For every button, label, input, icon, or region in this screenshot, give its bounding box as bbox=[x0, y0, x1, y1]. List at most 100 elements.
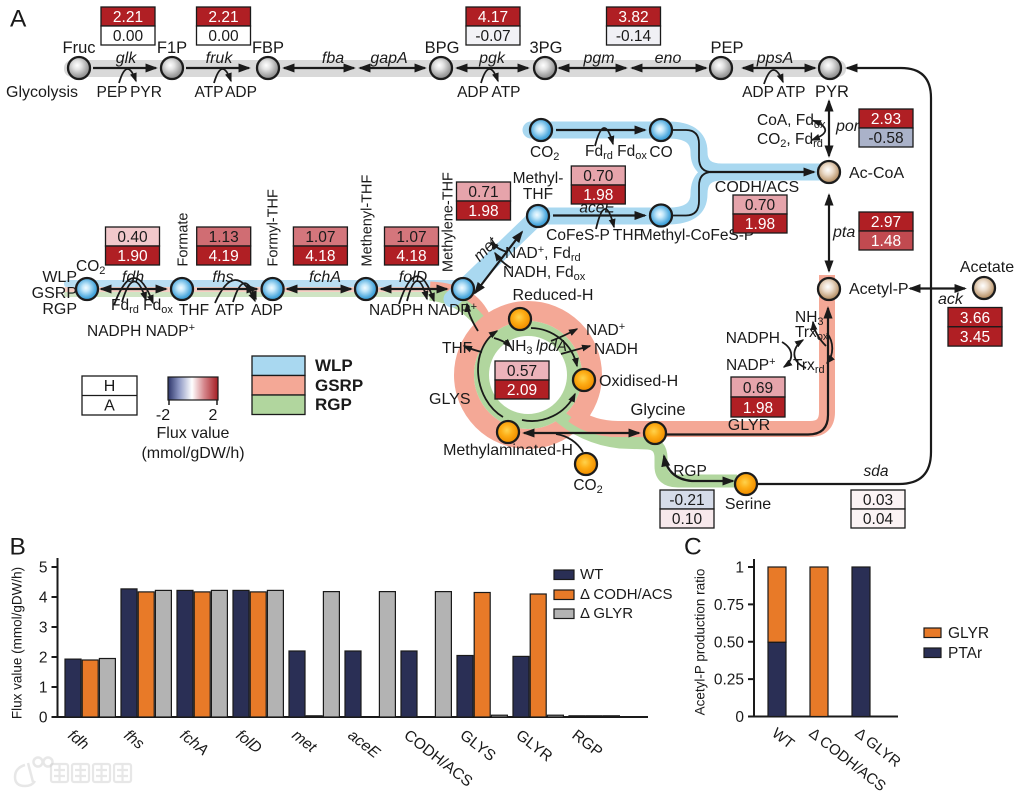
svg-text:2.09: 2.09 bbox=[507, 382, 537, 399]
svg-text:0.57: 0.57 bbox=[507, 363, 537, 380]
svg-text:2.21: 2.21 bbox=[113, 9, 143, 26]
svg-text:0.71: 0.71 bbox=[468, 184, 498, 201]
svg-text:Fdrd Fdox: Fdrd Fdox bbox=[585, 143, 647, 162]
svg-text:5: 5 bbox=[39, 560, 48, 577]
svg-text:Acetyl-P: Acetyl-P bbox=[849, 281, 909, 298]
svg-text:fdh: fdh bbox=[122, 269, 144, 286]
svg-text:por: por bbox=[835, 118, 860, 135]
svg-text:Flux value: Flux value bbox=[157, 425, 230, 442]
svg-text:Glycine: Glycine bbox=[630, 401, 685, 419]
svg-text:0.10: 0.10 bbox=[672, 511, 703, 528]
svg-text:PYR: PYR bbox=[815, 83, 849, 101]
svg-text:Fruc: Fruc bbox=[63, 39, 96, 57]
svg-text:3.82: 3.82 bbox=[618, 9, 648, 26]
svg-text:Methylaminated-H: Methylaminated-H bbox=[443, 442, 573, 459]
svg-text:Acetyl-P production ratio: Acetyl-P production ratio bbox=[693, 569, 708, 716]
svg-text:THF: THF bbox=[179, 302, 209, 319]
svg-text:CO2: CO2 bbox=[573, 477, 602, 496]
svg-text:CODH/ACS: CODH/ACS bbox=[715, 179, 799, 196]
svg-text:-0.21: -0.21 bbox=[669, 492, 704, 509]
svg-text:NH3: NH3 bbox=[795, 309, 824, 328]
svg-text:0.25: 0.25 bbox=[714, 672, 744, 689]
svg-text:ADP: ADP bbox=[457, 84, 489, 101]
svg-text:0.70: 0.70 bbox=[583, 168, 614, 185]
svg-text:THF: THF bbox=[442, 340, 472, 357]
svg-text:1.98: 1.98 bbox=[468, 203, 498, 220]
svg-text:sda: sda bbox=[864, 463, 889, 480]
svg-text:lpdA: lpdA bbox=[536, 338, 567, 355]
svg-text:NAD+, Fdrd: NAD+, Fdrd bbox=[505, 244, 581, 264]
svg-text:CO2: CO2 bbox=[530, 144, 559, 163]
svg-text:PEP: PEP bbox=[96, 84, 127, 101]
svg-text:4.19: 4.19 bbox=[209, 248, 239, 265]
svg-text:WLP: WLP bbox=[315, 356, 353, 375]
svg-text:0: 0 bbox=[39, 710, 48, 727]
svg-text:4.18: 4.18 bbox=[396, 248, 426, 265]
svg-text:fchA: fchA bbox=[309, 269, 341, 286]
svg-text:ADP: ADP bbox=[742, 84, 774, 101]
svg-text:GLYR: GLYR bbox=[948, 625, 989, 642]
svg-text:-0.07: -0.07 bbox=[475, 28, 510, 45]
svg-text:NAD+: NAD+ bbox=[586, 321, 625, 339]
svg-text:2.97: 2.97 bbox=[871, 214, 901, 231]
svg-text:Methyl-CoFeS-P: Methyl-CoFeS-P bbox=[640, 227, 755, 244]
svg-text:ATP: ATP bbox=[492, 84, 521, 101]
svg-text:pgk: pgk bbox=[478, 50, 506, 67]
svg-text:GLYS: GLYS bbox=[429, 391, 471, 408]
svg-text:PTAr: PTAr bbox=[948, 645, 982, 662]
svg-text:ADP: ADP bbox=[225, 84, 257, 101]
svg-text:NH3: NH3 bbox=[504, 338, 533, 357]
svg-text:RGP: RGP bbox=[673, 463, 707, 480]
svg-text:CO2, Fdrd: CO2, Fdrd bbox=[757, 131, 823, 150]
svg-text:H: H bbox=[104, 378, 116, 395]
svg-text:fhs: fhs bbox=[212, 269, 233, 286]
svg-text:0.70: 0.70 bbox=[745, 197, 776, 214]
svg-text:Reduced-H: Reduced-H bbox=[513, 287, 594, 304]
svg-text:-0.14: -0.14 bbox=[616, 28, 652, 45]
svg-text:eno: eno bbox=[655, 50, 682, 67]
svg-text:THF: THF bbox=[523, 186, 553, 203]
svg-text:1: 1 bbox=[39, 680, 48, 697]
svg-text:ATP: ATP bbox=[195, 84, 224, 101]
svg-text:2: 2 bbox=[39, 650, 48, 667]
svg-text:0.40: 0.40 bbox=[117, 229, 148, 246]
svg-text:F1P: F1P bbox=[157, 39, 187, 57]
svg-text:1.07: 1.07 bbox=[396, 229, 426, 246]
svg-text:GSRP: GSRP bbox=[32, 285, 77, 302]
svg-text:CO2: CO2 bbox=[76, 258, 105, 277]
svg-text:3PG: 3PG bbox=[529, 39, 562, 57]
svg-text:2.93: 2.93 bbox=[871, 111, 901, 128]
svg-text:pta: pta bbox=[832, 224, 855, 241]
svg-text:(mmol/gDW/h): (mmol/gDW/h) bbox=[141, 445, 244, 462]
svg-text:gapA: gapA bbox=[370, 50, 407, 67]
svg-text:NADH: NADH bbox=[594, 341, 638, 358]
svg-text:glk: glk bbox=[116, 50, 137, 67]
svg-text:1: 1 bbox=[735, 560, 744, 577]
svg-text:GSRP: GSRP bbox=[315, 376, 363, 395]
svg-text:1.98: 1.98 bbox=[745, 216, 775, 233]
svg-text:1.07: 1.07 bbox=[305, 229, 335, 246]
svg-text:FBP: FBP bbox=[252, 39, 284, 57]
svg-text:3.66: 3.66 bbox=[960, 310, 990, 327]
svg-text:WT: WT bbox=[580, 566, 603, 583]
svg-text:4.17: 4.17 bbox=[478, 9, 508, 26]
svg-text:THF: THF bbox=[613, 227, 643, 244]
svg-text:1.98: 1.98 bbox=[583, 187, 613, 204]
svg-text:Serine: Serine bbox=[725, 496, 771, 513]
svg-text:fruk: fruk bbox=[206, 50, 234, 67]
svg-text:ack: ack bbox=[938, 291, 964, 308]
svg-text:-2: -2 bbox=[156, 407, 170, 424]
svg-text:A: A bbox=[10, 6, 27, 33]
svg-text:WLP: WLP bbox=[42, 269, 77, 286]
svg-text:folD: folD bbox=[399, 269, 428, 286]
svg-text:Acetate: Acetate bbox=[960, 259, 1014, 276]
svg-text:Methenyl-THF: Methenyl-THF bbox=[360, 175, 376, 267]
svg-text:Ac-CoA: Ac-CoA bbox=[849, 165, 904, 182]
svg-text:3: 3 bbox=[39, 620, 48, 637]
svg-text:NADP+: NADP+ bbox=[726, 356, 776, 374]
svg-text:1.48: 1.48 bbox=[871, 233, 901, 250]
svg-text:RGP: RGP bbox=[315, 395, 352, 414]
svg-text:NADPH: NADPH bbox=[726, 330, 780, 347]
svg-text:0: 0 bbox=[735, 709, 744, 726]
svg-text:Methylene-THF: Methylene-THF bbox=[441, 172, 457, 272]
